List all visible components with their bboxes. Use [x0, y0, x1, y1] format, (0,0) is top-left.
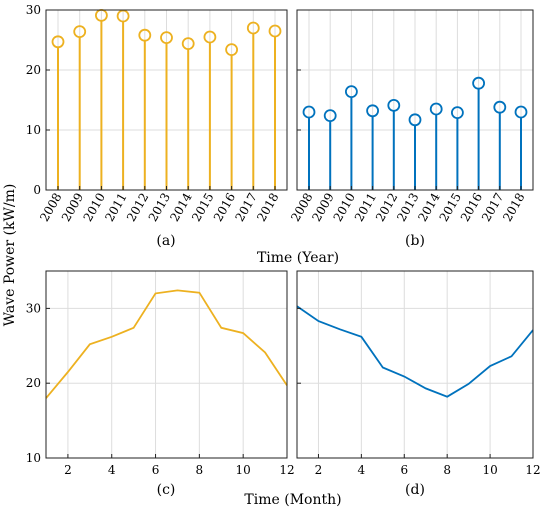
y-tick-label: 20 — [26, 63, 41, 77]
x-tick-label: 8 — [196, 463, 204, 477]
stem-marker — [493, 100, 507, 114]
panel-label: (b) — [405, 233, 425, 249]
axes-frame — [296, 270, 534, 459]
stem-marker — [514, 105, 528, 119]
series-line — [45, 289, 288, 399]
x-tick-label: 2018 — [500, 191, 527, 224]
axes-frame — [45, 270, 288, 459]
stem-marker — [51, 35, 65, 49]
x-tick-label: 4 — [108, 463, 116, 477]
x-tick-label: 2 — [64, 463, 72, 477]
stem-marker — [450, 106, 464, 119]
x-tick-label: 2018 — [254, 191, 281, 224]
x-tick-label: 12 — [525, 463, 540, 477]
y-tick-label: 10 — [26, 123, 41, 137]
top-x-axis-title: Time (Year) — [257, 250, 339, 266]
stem-marker — [203, 30, 217, 44]
stem-marker — [429, 102, 443, 116]
y-tick-label: 0 — [33, 183, 41, 197]
stem-marker — [225, 43, 239, 56]
stem-marker — [302, 105, 316, 119]
panel-1: 2008200920102011201220132014201520162017… — [288, 9, 534, 249]
panel-label: (c) — [157, 482, 176, 498]
stem-marker — [138, 28, 152, 42]
x-tick-label: 6 — [152, 463, 160, 477]
stem-marker — [268, 24, 282, 38]
y-tick-label: 30 — [26, 3, 41, 17]
y-tick-label: 10 — [26, 451, 41, 465]
x-tick-label: 4 — [358, 463, 366, 477]
series-line — [296, 305, 534, 398]
panel-0: 0102030200820092010201120122013201420152… — [26, 3, 288, 249]
shared-y-axis-title: Wave Power (kW/m) — [2, 184, 18, 327]
stem-marker — [366, 104, 380, 118]
stem-marker — [323, 109, 337, 122]
panel-label: (a) — [156, 233, 175, 249]
stem-marker — [408, 113, 422, 127]
x-tick-label: 8 — [443, 463, 451, 477]
panel-3: 2 4 6 8 10 12 (d) — [296, 270, 541, 498]
bottom-x-axis-title: Time (Month) — [244, 492, 341, 508]
panel-2: 10 20 30 2 4 6 8 10 12 (c) — [26, 270, 295, 498]
x-tick-label: 6 — [400, 463, 408, 477]
x-tick-label: 10 — [482, 463, 497, 477]
stem-marker — [246, 21, 260, 35]
y-tick-label: 20 — [26, 376, 41, 390]
panel-label: (d) — [405, 482, 425, 498]
x-tick-label: 2 — [315, 463, 323, 477]
x-tick-label: 12 — [279, 463, 294, 477]
stem-marker — [160, 31, 173, 44]
stem-marker — [344, 85, 358, 98]
x-tick-label: 10 — [236, 463, 251, 477]
stem-marker — [472, 76, 486, 90]
y-tick-label: 30 — [26, 301, 41, 315]
stem-marker — [73, 25, 87, 39]
stem-marker — [181, 37, 195, 50]
stem-marker — [387, 99, 401, 112]
